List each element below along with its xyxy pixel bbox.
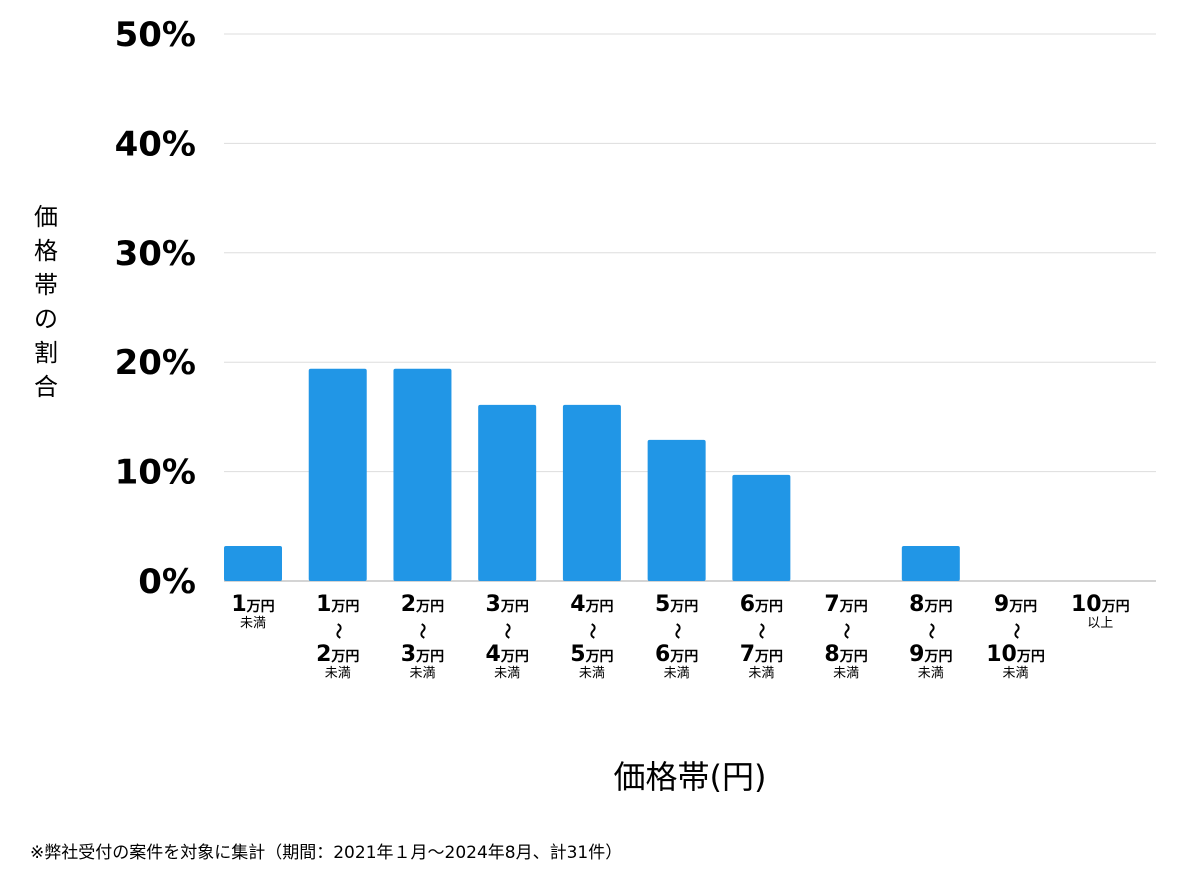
tick-unit: 万円 [585, 599, 614, 615]
x-tick-label: 9万円〜 10万円 未満 [974, 592, 1058, 681]
x-tick-label: 2万円〜 3万円 未満 [380, 592, 464, 681]
tick-num: 4 [570, 592, 586, 617]
bar [562, 404, 621, 581]
x-tick-label: 6万円〜 7万円 未満 [719, 592, 803, 681]
tick-num: 10 [986, 642, 1017, 667]
range-tilde: 〜 [752, 622, 772, 639]
x-tick-label: 10万円 以上 [1058, 592, 1142, 631]
bar [224, 545, 282, 581]
y-tick-label: 30% [115, 234, 196, 274]
tick-num: 3 [400, 642, 417, 667]
tick-num: 7 [739, 642, 756, 667]
range-tilde: 〜 [667, 622, 687, 639]
range-tilde: 〜 [498, 622, 518, 639]
tick-num: 2 [316, 642, 332, 667]
tick-num: 7 [824, 592, 840, 617]
tick-num: 8 [824, 642, 840, 667]
y-tick-label: 50% [115, 15, 196, 55]
tick-unit: 万円 [416, 599, 445, 615]
tick-unit: 万円 [839, 649, 868, 665]
tick-suffix: 未満 [409, 666, 436, 681]
tick-unit: 万円 [924, 599, 953, 615]
tick-unit: 万円 [585, 649, 614, 665]
tick-num: 6 [739, 592, 756, 617]
bar [478, 404, 537, 581]
tick-suffix: 未満 [324, 666, 351, 681]
tick-unit: 万円 [331, 649, 360, 665]
tick-unit: 万円 [1101, 599, 1130, 615]
tick-num: 4 [485, 642, 501, 667]
tick-suffix: 未満 [578, 666, 605, 681]
tick-suffix: 未満 [833, 666, 860, 681]
x-tick-label: 1万円〜 2万円 未満 [296, 592, 380, 681]
tick-num: 2 [400, 592, 417, 617]
tick-unit: 万円 [500, 649, 529, 665]
x-tick-label: 4万円〜 5万円 未満 [550, 592, 634, 681]
tick-num: 5 [654, 592, 671, 617]
range-tilde: 〜 [1006, 622, 1026, 639]
bar [901, 545, 960, 581]
tick-unit: 万円 [839, 599, 868, 615]
tick-suffix: 未満 [239, 616, 266, 631]
tick-suffix: 未満 [917, 666, 944, 681]
bar [647, 439, 706, 581]
tick-unit: 万円 [1016, 649, 1045, 665]
x-tick-label: 8万円〜 9万円 未満 [889, 592, 973, 681]
tick-suffix: 未満 [494, 666, 521, 681]
footnote: ※弊社受付の案件を対象に集計（期間：2021年１月〜2024年8月、計31件） [30, 843, 623, 863]
tick-num: 6 [654, 642, 671, 667]
tick-unit: 万円 [755, 649, 784, 665]
tick-unit: 万円 [670, 599, 699, 615]
range-tilde: 〜 [413, 622, 433, 639]
tick-num: 9 [993, 592, 1010, 617]
tick-num: 1 [231, 592, 247, 617]
tick-suffix: 未満 [663, 666, 690, 681]
tick-num: 3 [485, 592, 501, 617]
tick-num: 9 [909, 642, 925, 667]
tick-num: 1 [316, 592, 332, 617]
range-tilde: 〜 [837, 622, 857, 639]
tick-unit: 万円 [670, 649, 699, 665]
tick-num: 5 [570, 642, 586, 667]
tick-unit: 万円 [755, 599, 784, 615]
range-tilde: 〜 [328, 622, 348, 639]
x-tick-label: 7万円〜 8万円 未満 [804, 592, 888, 681]
bar [732, 474, 791, 581]
x-tick-label: 3万円〜 4万円 未満 [465, 592, 549, 681]
y-tick-label: 10% [115, 453, 196, 493]
tick-unit: 万円 [500, 599, 529, 615]
x-axis-label: 価格帯(円) [613, 758, 767, 796]
x-tick-label: 5万円〜 6万円 未満 [635, 592, 719, 681]
range-tilde: 〜 [921, 622, 941, 639]
tick-num: 10 [1070, 592, 1102, 617]
y-tick-label: 0% [138, 562, 196, 602]
tick-suffix: 未満 [748, 666, 775, 681]
tick-suffix: 以上 [1087, 616, 1114, 631]
tick-unit: 万円 [1009, 599, 1038, 615]
y-axis-label: 価格帯の割合 [34, 203, 58, 401]
tick-unit: 万円 [924, 649, 953, 665]
range-tilde: 〜 [582, 622, 602, 639]
x-tick-label: 1万円 未満 [211, 592, 295, 631]
tick-unit: 万円 [246, 599, 275, 615]
bar [308, 368, 367, 581]
tick-num: 8 [909, 592, 925, 617]
y-tick-label: 40% [115, 124, 196, 164]
tick-suffix: 未満 [1002, 666, 1029, 681]
tick-unit: 万円 [331, 599, 360, 615]
bar [393, 368, 452, 581]
y-tick-label: 20% [115, 343, 196, 383]
tick-unit: 万円 [416, 649, 445, 665]
